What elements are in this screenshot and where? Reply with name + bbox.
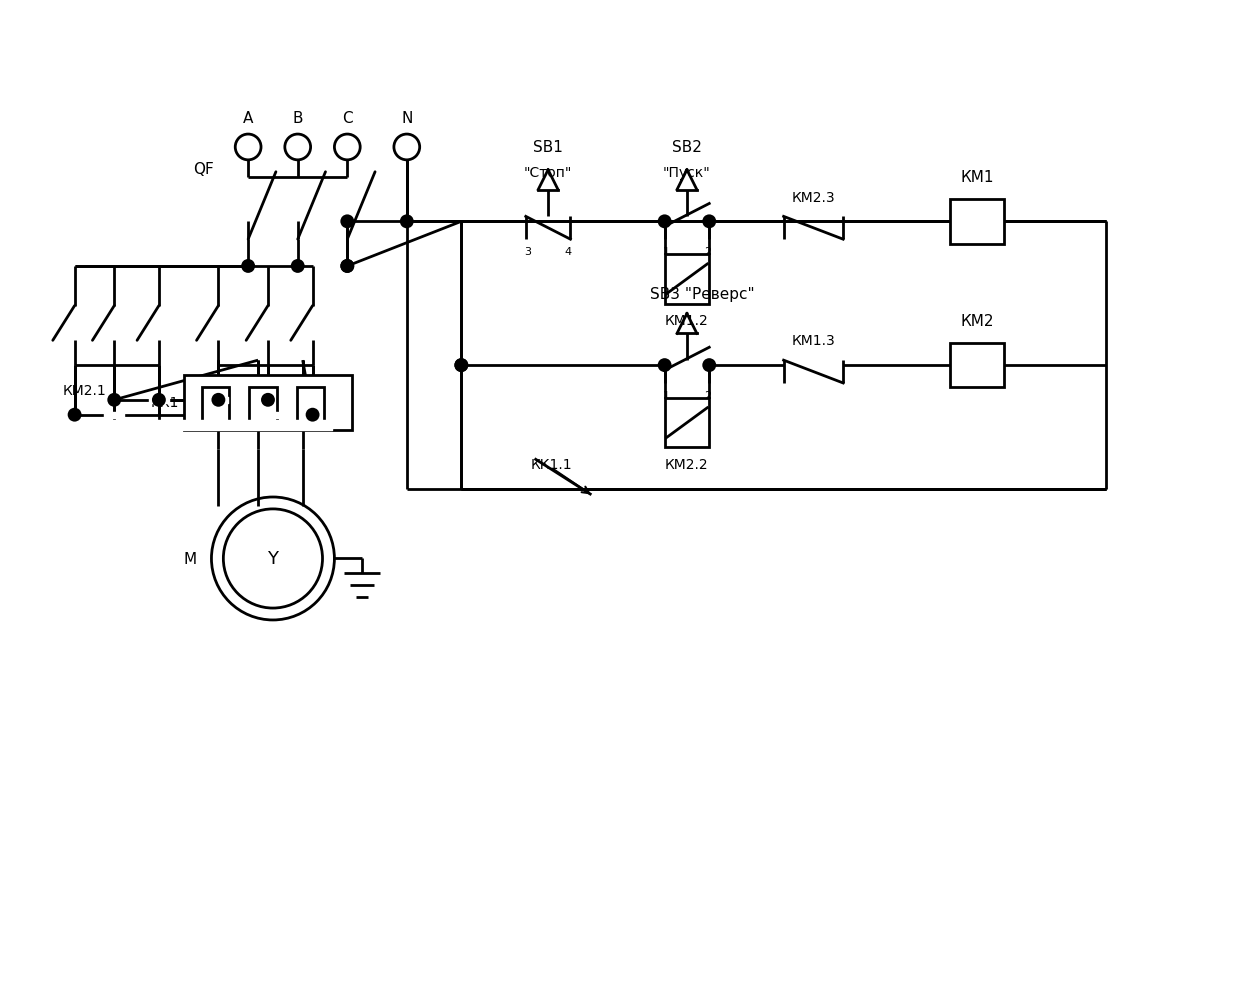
- Text: Y: Y: [268, 550, 279, 568]
- Circle shape: [261, 394, 275, 408]
- Circle shape: [658, 215, 672, 229]
- Text: SB2: SB2: [672, 140, 701, 155]
- Bar: [950, 200, 1005, 245]
- Circle shape: [703, 215, 716, 229]
- Bar: [202, 388, 229, 422]
- Text: КМ1.2: КМ1.2: [665, 314, 709, 328]
- Circle shape: [341, 259, 354, 273]
- Text: М: М: [183, 552, 197, 567]
- Text: SB3 "Реверс": SB3 "Реверс": [649, 287, 755, 302]
- Circle shape: [212, 394, 225, 408]
- Circle shape: [341, 259, 354, 273]
- Circle shape: [285, 135, 311, 161]
- Circle shape: [703, 359, 716, 373]
- Text: КК1.1: КК1.1: [530, 458, 572, 472]
- Text: A: A: [243, 110, 253, 125]
- Circle shape: [212, 497, 335, 620]
- Circle shape: [658, 359, 672, 373]
- Text: "Пуск": "Пуск": [663, 166, 711, 180]
- Bar: [183, 376, 352, 430]
- Text: КМ1: КМ1: [960, 170, 994, 185]
- Circle shape: [455, 359, 468, 373]
- Circle shape: [291, 259, 305, 273]
- Text: 1: 1: [663, 391, 670, 401]
- Text: КМ2.3: КМ2.3: [792, 190, 835, 205]
- Text: 2: 2: [704, 391, 711, 401]
- Circle shape: [235, 135, 261, 161]
- Circle shape: [400, 215, 414, 229]
- Circle shape: [455, 359, 468, 373]
- Text: N: N: [401, 110, 413, 125]
- Text: "Стоп": "Стоп": [524, 166, 572, 180]
- Circle shape: [108, 394, 121, 408]
- Text: 2: 2: [704, 247, 711, 256]
- Text: КМ1.1: КМ1.1: [207, 384, 250, 398]
- Circle shape: [306, 409, 320, 422]
- Circle shape: [223, 509, 322, 608]
- Circle shape: [68, 409, 82, 422]
- Text: КМ2.1: КМ2.1: [63, 384, 107, 398]
- Bar: [950, 344, 1005, 388]
- Text: QF: QF: [193, 162, 213, 177]
- Text: 4: 4: [565, 247, 572, 256]
- Circle shape: [242, 259, 255, 273]
- Circle shape: [152, 394, 166, 408]
- Circle shape: [341, 215, 354, 229]
- Bar: [664, 254, 709, 304]
- Bar: [296, 388, 325, 422]
- Text: КК1: КК1: [150, 396, 178, 410]
- Bar: [249, 388, 276, 422]
- Bar: [664, 399, 709, 448]
- Circle shape: [335, 135, 361, 161]
- Text: 3: 3: [524, 247, 532, 256]
- Text: B: B: [292, 110, 304, 125]
- Text: 1: 1: [663, 247, 670, 256]
- Text: C: C: [342, 110, 353, 125]
- Text: SB1: SB1: [533, 140, 563, 155]
- Text: КМ2: КМ2: [960, 314, 994, 329]
- Text: КМ1.3: КМ1.3: [792, 334, 835, 348]
- Circle shape: [394, 135, 420, 161]
- Text: КМ2.2: КМ2.2: [665, 458, 709, 472]
